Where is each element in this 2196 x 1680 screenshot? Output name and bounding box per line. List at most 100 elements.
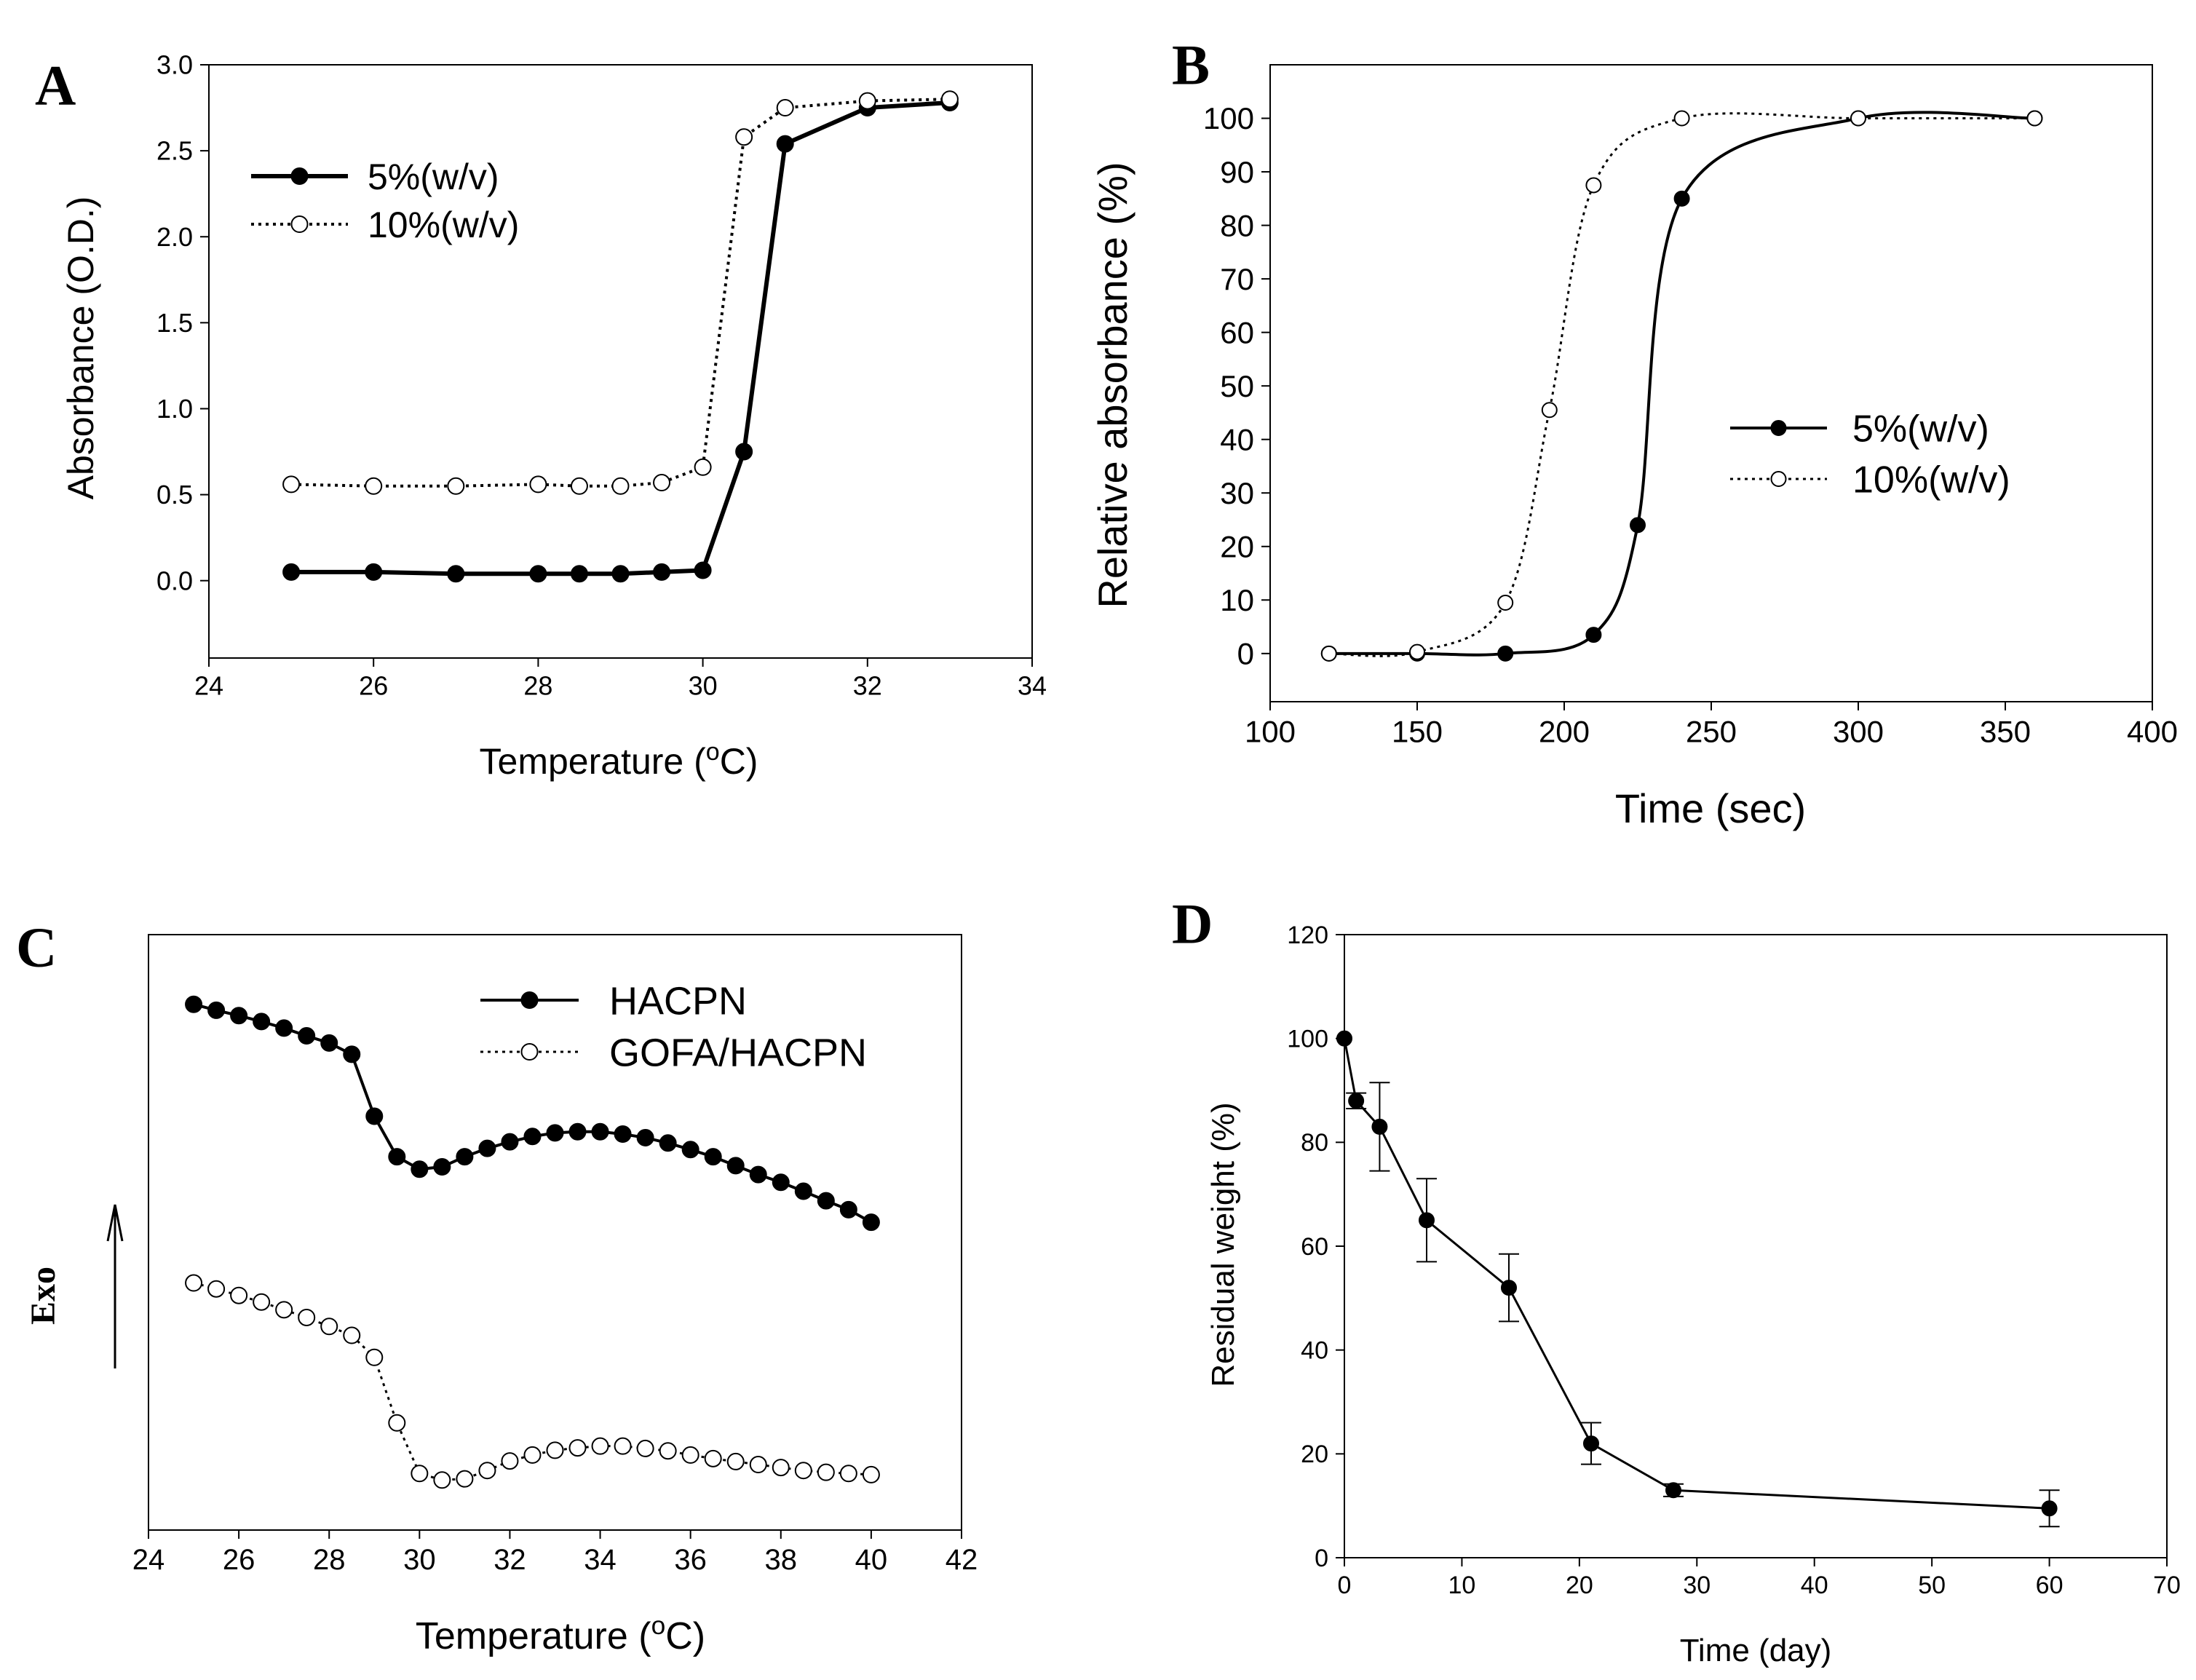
data-point — [207, 1280, 226, 1298]
data-point — [704, 1148, 722, 1166]
x-tick-label: 40 — [855, 1544, 888, 1576]
data-point — [501, 1452, 519, 1470]
data-point — [275, 1019, 293, 1037]
y-tick-label: 0 — [1315, 1545, 1328, 1572]
data-point — [794, 1182, 812, 1200]
legend-marker — [290, 167, 309, 185]
data-point — [523, 1446, 542, 1464]
y-tick-label: 0.0 — [156, 566, 193, 595]
data-point — [433, 1158, 451, 1176]
data-point — [817, 1192, 835, 1210]
x-axis-label: Time (day) — [1680, 1633, 1832, 1668]
x-tick-label: 70 — [2153, 1572, 2181, 1599]
legend-label: GOFA/HACPN — [609, 1031, 867, 1074]
y-axis-label: Residual weight (%) — [1205, 1102, 1241, 1387]
legend: HACPN GOFA/HACPN — [480, 979, 867, 1074]
panel-letter: C — [16, 915, 57, 978]
y-tick-label: 80 — [1220, 208, 1254, 242]
legend-label: HACPN — [609, 979, 747, 1023]
chart-panel-b: B 100 150 200 250 300 350 400 0 10 20 30 40 50 60 70 80 9… — [1090, 33, 2178, 831]
y-axis-label: Relative absorbance (%) — [1090, 162, 1135, 608]
x-axis-label: Temperature (oC) — [480, 738, 758, 782]
y-tick-label: 100 — [1287, 1026, 1328, 1053]
data-point — [776, 99, 794, 117]
data-point — [456, 1148, 474, 1166]
y-tick-label: 1.0 — [156, 394, 193, 424]
x-tick-label: 36 — [674, 1544, 707, 1576]
x-tick-label: 0 — [1338, 1572, 1352, 1599]
x-tick-label: 350 — [1980, 715, 2031, 749]
data-point — [749, 1456, 767, 1474]
data-point — [447, 565, 465, 583]
data-point — [478, 1139, 496, 1157]
data-point — [298, 1027, 316, 1045]
data-point — [2026, 110, 2043, 127]
x-tick-label: 10 — [1448, 1572, 1476, 1599]
data-point — [681, 1141, 699, 1159]
data-point — [365, 477, 383, 495]
y-tick-label: 90 — [1220, 155, 1254, 189]
x-tick-label: 32 — [493, 1544, 526, 1576]
data-point — [253, 1013, 271, 1031]
x-axis-label: Time (sec) — [1615, 785, 1806, 831]
data-point — [794, 1462, 812, 1480]
x-tick-label: 24 — [132, 1544, 165, 1576]
data-point — [365, 1107, 384, 1125]
y-axis-label: Absorbance (O.D.) — [60, 197, 101, 500]
data-point — [320, 1034, 338, 1052]
x-tick-label: 24 — [194, 671, 223, 701]
data-point — [653, 563, 671, 581]
data-point — [501, 1133, 519, 1151]
data-point — [230, 1286, 248, 1304]
data-point — [858, 92, 876, 110]
y-tick-label: 2.0 — [156, 222, 193, 252]
data-point — [817, 1463, 835, 1481]
legend-marker — [290, 215, 309, 233]
y-tick-label: 40 — [1301, 1337, 1328, 1365]
y-tick-label: 120 — [1287, 922, 1328, 949]
data-point — [726, 1157, 745, 1175]
data-point — [1497, 594, 1514, 611]
y-tick-label: 40 — [1220, 422, 1254, 456]
data-point — [546, 1124, 564, 1142]
legend-marker — [1770, 420, 1787, 436]
data-point — [185, 1274, 203, 1292]
panel-letter: B — [1172, 33, 1210, 96]
data-point — [365, 1348, 384, 1366]
y-tick-label: 3.0 — [156, 50, 193, 80]
x-tick-label: 60 — [2036, 1572, 2064, 1599]
data-point — [478, 1462, 496, 1480]
data-point — [704, 1449, 722, 1467]
x-tick-label: 20 — [1566, 1572, 1593, 1599]
data-point — [772, 1173, 790, 1192]
data-point — [735, 443, 753, 461]
exo-arrow-head — [106, 1204, 124, 1242]
data-point — [694, 561, 712, 579]
y-tick-label: 2.5 — [156, 136, 193, 166]
x-tick-label: 50 — [1918, 1572, 1946, 1599]
data-point — [659, 1134, 677, 1152]
series-line-2 — [1328, 112, 2035, 657]
legend-label: 5%(w/v) — [1852, 408, 1989, 451]
x-tick-label: 34 — [1018, 671, 1047, 701]
data-point — [411, 1465, 429, 1483]
data-point — [636, 1439, 654, 1457]
legend-label: 10%(w/v) — [1852, 459, 2010, 502]
x-tick-label: 28 — [523, 671, 552, 701]
y-tick-label: 30 — [1220, 476, 1254, 510]
x-tick-label: 400 — [2127, 715, 2178, 749]
y-tick-label: 80 — [1301, 1129, 1328, 1157]
y-tick-label: 70 — [1220, 262, 1254, 296]
data-point — [456, 1470, 474, 1488]
data-point — [568, 1439, 587, 1457]
data-point — [1348, 1093, 1365, 1109]
data-point — [1497, 645, 1514, 662]
y-tick-label: 10 — [1220, 583, 1254, 617]
data-point — [1320, 645, 1337, 662]
x-tick-label: 30 — [1683, 1572, 1711, 1599]
data-point — [1665, 1482, 1681, 1499]
chart-panel-a: A 24 26 28 30 32 34 0.0 0.5 1.0 1.5 2.0 2.5 3.0 Temper… — [35, 50, 1047, 782]
data-point — [659, 1442, 677, 1460]
data-point — [570, 565, 588, 583]
